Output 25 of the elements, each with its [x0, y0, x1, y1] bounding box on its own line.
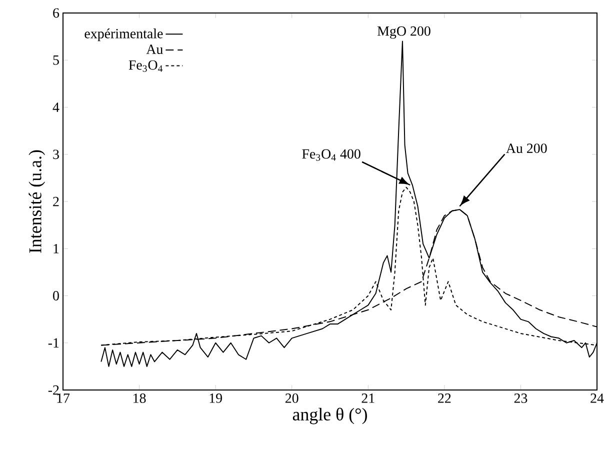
- y-tick-label: 5: [53, 55, 59, 65]
- y-tick-label: -2: [48, 385, 59, 395]
- x-tick-label: 21: [362, 394, 374, 403]
- y-tick-label: 2: [53, 196, 59, 206]
- legend-label: Fe$_{3}$O$_{4}$: [128, 60, 163, 72]
- x-tick-label: 20: [285, 394, 298, 403]
- x-tick-label: 24: [590, 394, 604, 403]
- annotation: Fe$_{3}$O$_{4}$ 400: [302, 149, 360, 161]
- y-tick-label: -1: [48, 338, 59, 348]
- y-tick-label: 1: [54, 244, 59, 254]
- x-tick-label: 23: [514, 394, 528, 403]
- y-axis-title: Intensité (u.a.): [28, 150, 45, 253]
- y-tick-label: 0: [53, 291, 59, 300]
- x-tick-label: 22: [438, 394, 451, 403]
- annotation: Au 200: [506, 144, 547, 154]
- y-tick-label: 6: [53, 8, 60, 18]
- x-tick-label: 19: [210, 394, 222, 403]
- legend-label: expérimentale: [84, 28, 163, 42]
- y-tick-label: 3: [53, 150, 59, 160]
- x-tick-label: 17: [57, 394, 70, 403]
- y-tick-label: 4: [52, 102, 60, 112]
- annotation: MgO 200: [377, 26, 430, 39]
- x-axis-title: angle θ (°): [292, 408, 367, 424]
- x-tick-label: 18: [134, 394, 146, 403]
- legend-label: Au: [146, 44, 163, 54]
